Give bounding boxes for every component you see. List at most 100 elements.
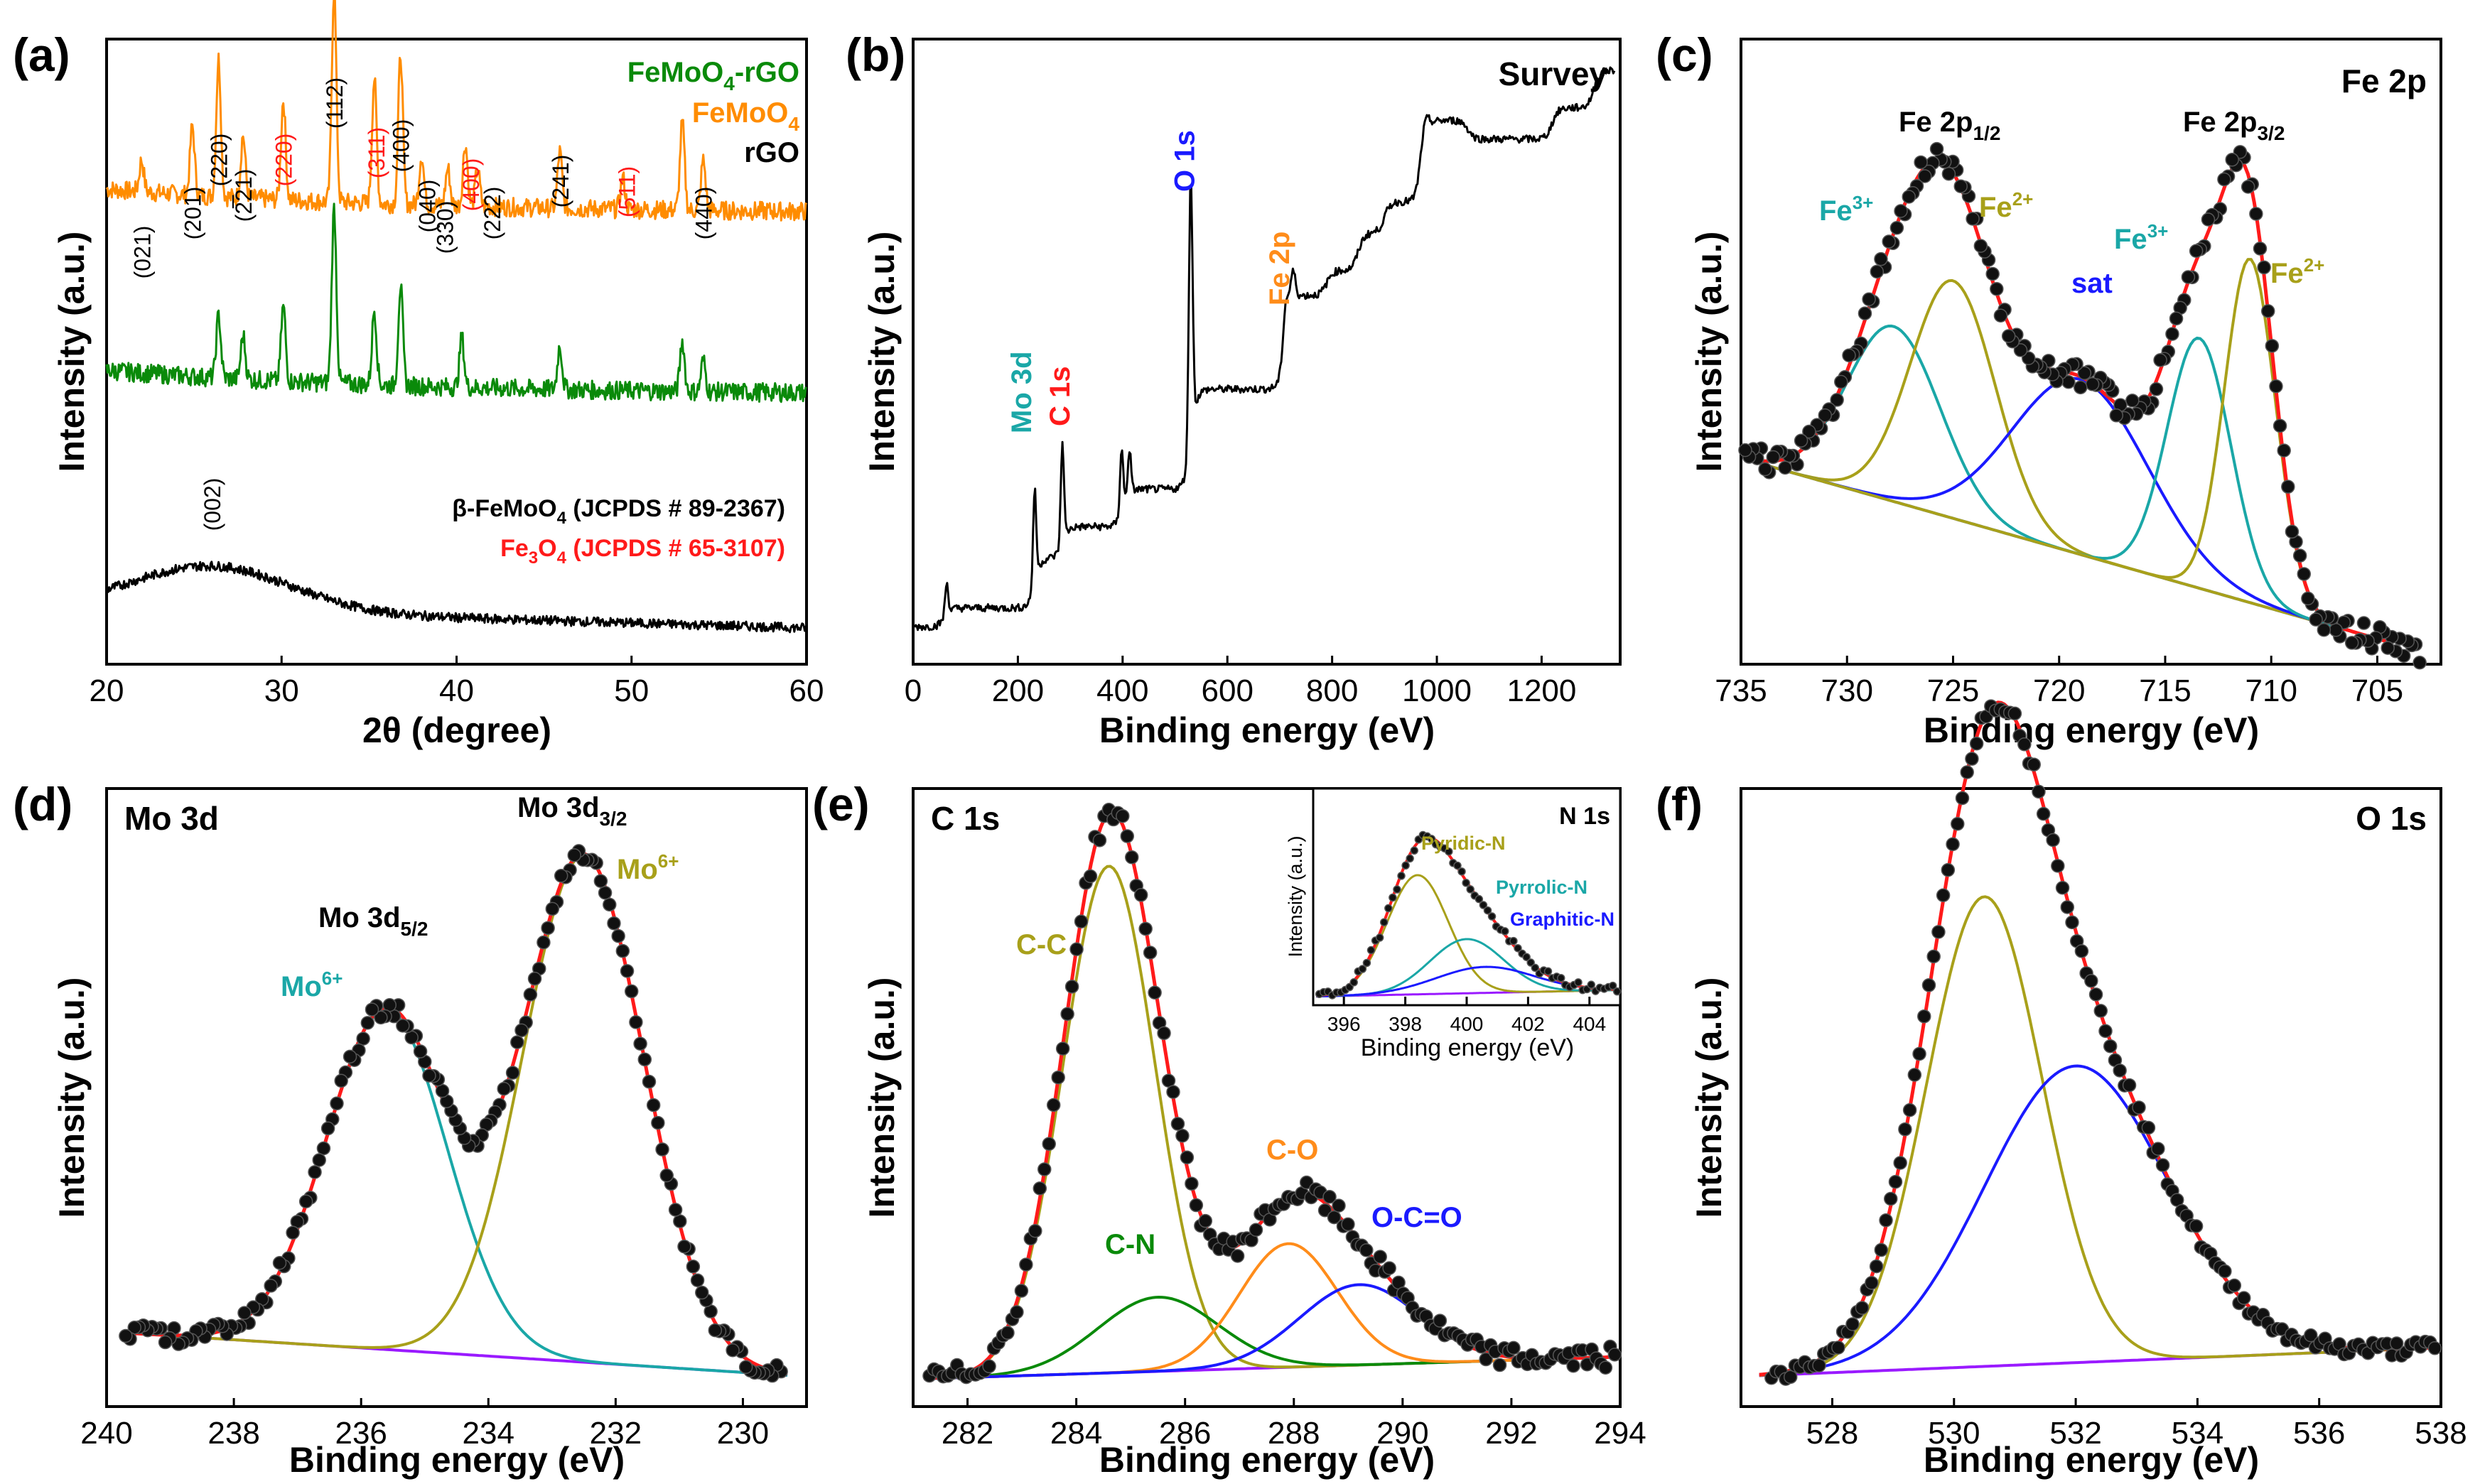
n1s-data-point	[1401, 861, 1410, 870]
series-a	[105, 0, 808, 634]
mo3d-data-point	[603, 897, 617, 912]
c1s-x-tick-label: 284	[1050, 1416, 1102, 1451]
mo3d-data-point	[523, 987, 538, 1002]
c1s-data-point	[1060, 1007, 1074, 1022]
xrd-x-tick-label: 60	[789, 673, 824, 708]
c1s-data-point	[1373, 1250, 1388, 1264]
survey-x-tick-label: 200	[992, 673, 1044, 708]
mo3d-data-point	[286, 1225, 300, 1240]
mo3d-data-point	[708, 1323, 723, 1338]
fe2p-data-point	[1794, 433, 1808, 448]
legend-femoo4-rgo: FeMoO4-rGO	[627, 57, 799, 94]
panel-b: (b) 0 200 400 600 800 1000 1200 Binding energy…	[846, 28, 1622, 750]
n1s-data-point	[1474, 894, 1484, 904]
o1s-data-point	[1907, 1068, 1922, 1082]
mo3d-data-point	[541, 921, 555, 936]
o1s-data-point	[2051, 859, 2065, 873]
reference-fe3o4: Fe3O4 (JCPDS # 65-3107)	[500, 535, 785, 568]
n1s-data-point	[1574, 978, 1583, 987]
o1s-data-point	[1926, 949, 1941, 964]
o1s-data-point	[1845, 1317, 1860, 1331]
c1s-data-point	[1074, 914, 1089, 928]
mo3d-data-point	[356, 1031, 370, 1046]
o1s-data-point	[2046, 833, 2060, 847]
fe2p-component-2	[1751, 278, 2388, 644]
o1s-x-tick-label: 534	[2172, 1416, 2223, 1451]
axes-frame-b	[912, 38, 1622, 666]
fe2p-data-point	[2356, 616, 2371, 630]
c1s-data-point	[1116, 809, 1130, 823]
c1s-data-point	[1083, 869, 1098, 884]
n1s-data-point	[1457, 867, 1466, 876]
o1s-data-point	[1902, 1103, 1917, 1117]
survey-x-tick-label: 400	[1096, 673, 1148, 708]
mo3d-data-point	[673, 1214, 687, 1228]
x-axis-label-a: 2θ (degree)	[362, 710, 551, 750]
survey-peak-label: O 1s	[1170, 130, 1201, 192]
mo3d-data-point	[237, 1306, 252, 1320]
panel-title-e: C 1s	[931, 800, 1000, 837]
mo3d-data-point	[607, 916, 621, 931]
fe2p-data-point	[2225, 153, 2239, 167]
fe2p-fit-envelope	[1751, 158, 2389, 644]
x-axis-label-b: Binding energy (eV)	[1099, 710, 1435, 750]
o1s-data-point	[1936, 888, 1951, 902]
inset-label-pyridic: Pyridic-N	[1421, 833, 1506, 854]
o1s-data-point	[2218, 1264, 2232, 1279]
fe2p-data-point	[2277, 443, 2291, 457]
o1s-data-point	[1812, 1358, 1826, 1372]
mo3d-data-point	[611, 928, 625, 943]
fe2p-data-point	[1990, 282, 2004, 296]
fe2p-data-point	[2201, 212, 2216, 227]
fe2p-data-point	[2260, 304, 2275, 318]
xrd-peak-label: (040)	[415, 180, 441, 233]
c1s-data-point	[1198, 1213, 1213, 1228]
mo3d-data-point	[738, 1360, 753, 1375]
o1s-data-point	[1831, 1341, 1845, 1355]
mo3d-data-point	[312, 1153, 326, 1167]
n1s-data-point	[1543, 967, 1553, 976]
mo3d-data-point	[629, 1015, 643, 1029]
axes-frame-c	[1740, 38, 2442, 666]
o1s-data-point	[1783, 1370, 1798, 1385]
fe2p-data-point	[2412, 655, 2427, 670]
fe2p-data-point	[2381, 641, 2395, 655]
o1s-data-point	[1869, 1259, 1884, 1274]
fe2p-data-point	[2257, 260, 2271, 275]
c1s-data-point	[1299, 1175, 1314, 1190]
n1s-data-point	[1479, 901, 1488, 909]
c1s-data-point	[1014, 1284, 1029, 1298]
survey-x-tick-label: 0	[905, 673, 922, 708]
fe2p-data-point	[1766, 450, 1781, 465]
n1s-data-point	[1453, 861, 1462, 870]
n1s-data-point	[1384, 904, 1393, 913]
fe2p-data-point	[2189, 244, 2204, 259]
xrd-x-tick-label: 30	[264, 673, 299, 708]
peak-labels-a: (021)(201)(220)(2̅21)(220)(112)(311)(400…	[129, 77, 716, 531]
c1s-data-point	[1180, 1150, 1195, 1165]
n1s-data-point	[1612, 987, 1622, 996]
c1s-data-point	[982, 1359, 996, 1374]
mo3d-data-point	[396, 1019, 410, 1033]
xrd-x-tick-label: 50	[614, 673, 649, 708]
panel-label-c: (c)	[1656, 28, 1713, 81]
mo3d-data-point	[593, 874, 608, 888]
axes-frame-a	[105, 38, 808, 666]
fe2p-data-point	[2109, 408, 2124, 423]
o1s-data-point	[1879, 1213, 1893, 1228]
o1s-data-point	[2141, 1120, 2156, 1135]
survey-x-tick-label: 1000	[1402, 673, 1472, 708]
mo3d-data-point	[554, 868, 568, 883]
o1s-x-tick-label: 536	[2293, 1416, 2345, 1451]
o1s-data-point	[1965, 752, 1979, 766]
c1s-data-point	[1143, 946, 1158, 960]
mo3d-data-point	[624, 984, 639, 999]
c1s-data-point	[1185, 1176, 1199, 1191]
fe2p-data-point	[2249, 207, 2263, 221]
fe2p-data-point	[1842, 348, 1856, 362]
n1s-data-point	[1526, 958, 1535, 967]
o1s-data-point	[2027, 757, 2041, 771]
mo3d-data-point	[272, 1256, 287, 1270]
o1s-data-point	[2032, 784, 2046, 799]
xrd-peak-label: (311)	[364, 127, 389, 178]
